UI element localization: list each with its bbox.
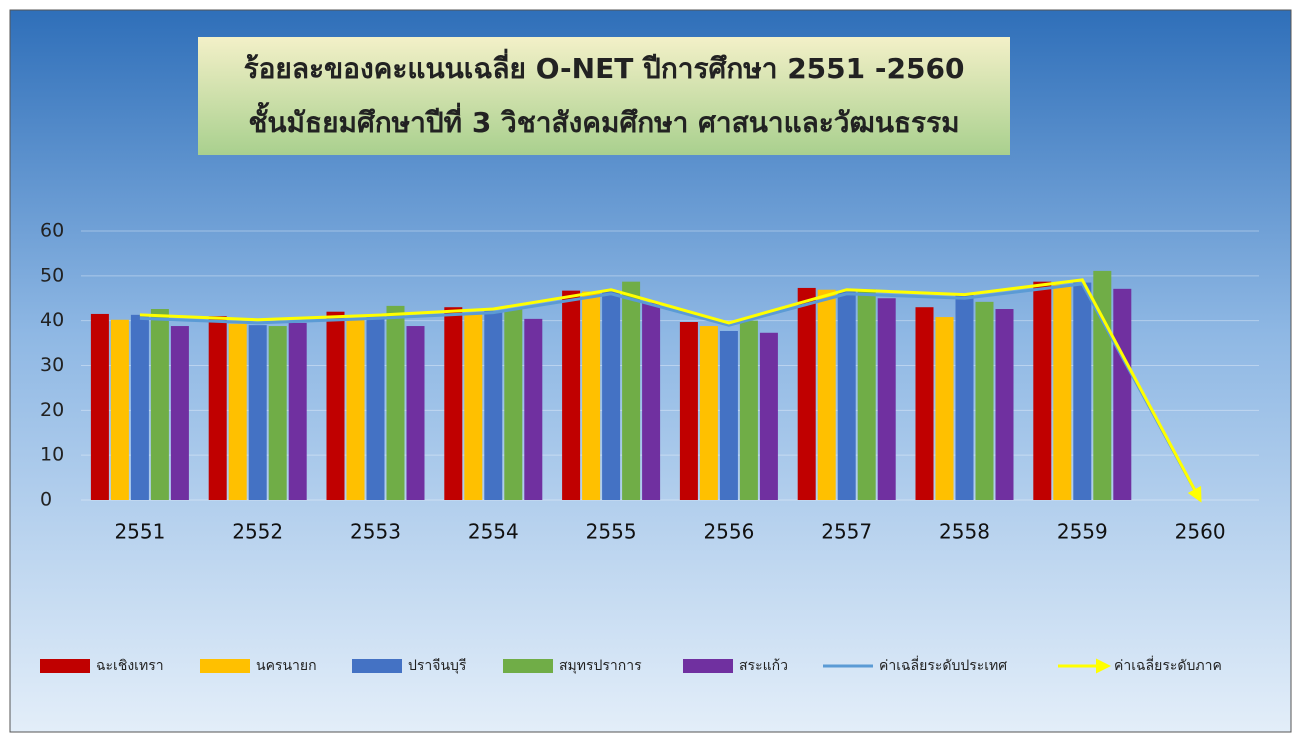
- bar: [699, 326, 718, 500]
- chart-subtitle: ชั้นมัธยมศึกษาปีที่ 3 วิชาสังคมศึกษา ศาส…: [248, 101, 959, 139]
- x-tick-label: 2555: [586, 520, 637, 544]
- bar: [837, 291, 856, 500]
- bar: [130, 314, 149, 500]
- line-series: [139, 282, 1202, 501]
- bar: [170, 326, 189, 500]
- y-tick-label: 10: [40, 444, 64, 466]
- bar: [955, 294, 974, 500]
- legend-label: ปราจีนบุรี: [408, 658, 467, 674]
- x-tick-label: 2556: [703, 520, 754, 544]
- y-tick-label: 30: [40, 354, 64, 376]
- bar: [719, 330, 738, 500]
- bar: [622, 281, 641, 500]
- legend-label: ฉะเชิงเทรา: [96, 658, 164, 674]
- title-box: [198, 37, 1010, 155]
- legend-label: ค่าเฉลี่ยระดับภาค: [1114, 656, 1222, 674]
- x-tick-label: 2551: [114, 520, 165, 544]
- bar: [817, 289, 836, 500]
- bar: [366, 316, 385, 500]
- bar: [1053, 284, 1072, 500]
- bar: [1113, 288, 1132, 500]
- x-tick-label: 2560: [1175, 520, 1226, 544]
- bar: [935, 317, 954, 500]
- bar: [90, 313, 109, 500]
- bar: [975, 301, 994, 500]
- bar: [346, 317, 365, 500]
- y-tick-label: 40: [40, 309, 64, 331]
- legend-label: นครนายก: [256, 658, 317, 674]
- chart-title: ร้อยละของคะแนนเฉลี่ย O-NET ปีการศึกษา 25…: [244, 48, 965, 85]
- legend-swatch: [352, 659, 402, 673]
- bar: [797, 287, 816, 500]
- legend-label: สมุทรปราการ: [559, 658, 642, 674]
- bar: [110, 319, 129, 500]
- bar: [268, 326, 287, 500]
- bar: [562, 290, 581, 500]
- bar: [208, 316, 227, 500]
- x-tick-label: 2553: [350, 520, 401, 544]
- bar: [1033, 281, 1052, 500]
- legend-swatch: [200, 659, 250, 673]
- bar: [582, 291, 601, 500]
- y-tick-label: 20: [40, 399, 64, 421]
- bar: [326, 311, 345, 500]
- bar: [877, 298, 896, 500]
- legend-swatch: [40, 659, 90, 673]
- bar: [642, 302, 661, 500]
- x-tick-label: 2552: [232, 520, 283, 544]
- bar: [484, 310, 503, 500]
- y-tick-label: 50: [40, 264, 64, 286]
- bar: [524, 318, 543, 500]
- bar: [386, 305, 405, 500]
- legend-swatch: [683, 659, 733, 673]
- bar: [248, 325, 267, 500]
- bar: [739, 320, 758, 500]
- bar: [1073, 282, 1092, 500]
- bar: [995, 309, 1014, 500]
- bar: [464, 313, 483, 500]
- legend-swatch: [503, 659, 553, 673]
- legend-label: สระแก้ว: [739, 658, 788, 674]
- line-series: [139, 278, 1202, 503]
- bar: [504, 309, 523, 500]
- bar: [150, 309, 169, 500]
- bar: [857, 289, 876, 500]
- x-tick-label: 2558: [939, 520, 990, 544]
- bar: [406, 326, 425, 500]
- x-tick-label: 2554: [468, 520, 519, 544]
- bar: [915, 307, 934, 500]
- legend-label: ค่าเฉลี่ยระดับประเทศ: [879, 656, 1007, 674]
- y-tick-label: 0: [40, 489, 52, 511]
- bar: [288, 322, 307, 500]
- y-tick-label: 60: [40, 220, 64, 242]
- x-tick-label: 2559: [1057, 520, 1108, 544]
- bar: [444, 307, 463, 500]
- x-tick-label: 2557: [821, 520, 872, 544]
- bar: [759, 332, 778, 500]
- bar: [602, 291, 621, 500]
- bar: [679, 322, 698, 500]
- bar: [228, 323, 247, 500]
